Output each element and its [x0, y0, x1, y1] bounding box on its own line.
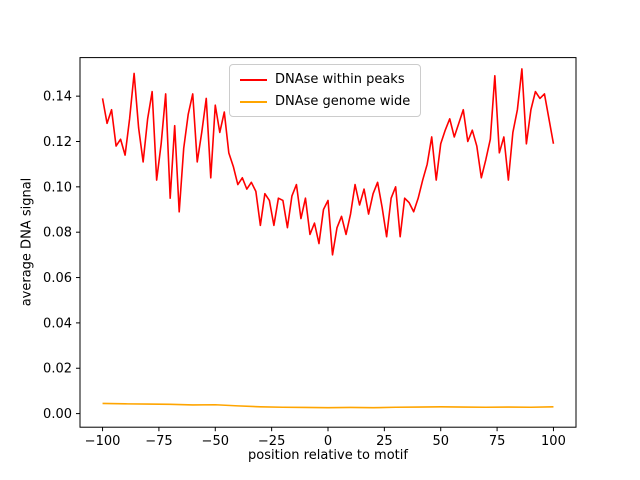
series-line-dnase-within-peaks: [101, 68, 555, 256]
x-axis-label: position relative to motif: [248, 448, 408, 463]
y-tick-label: 0.00: [43, 407, 72, 422]
y-axis-label: average DNA signal: [19, 177, 35, 307]
x-tick-label: −50: [202, 434, 229, 449]
y-tick-label: 0.10: [43, 180, 72, 195]
x-tick-label: 75: [489, 434, 506, 449]
y-tick-label: 0.02: [43, 362, 72, 377]
x-tick-label: −100: [85, 434, 121, 449]
axes-spines: [79, 57, 577, 428]
x-tick-label: 100: [541, 434, 566, 449]
legend-line-sample-orange: [240, 100, 267, 103]
legend-item: DNAse within peaks: [240, 72, 410, 87]
legend-label: DNAse within peaks: [275, 72, 405, 87]
legend: DNAse within peaks DNAse genome wide: [229, 64, 422, 117]
legend-label: DNAse genome wide: [275, 94, 411, 109]
y-tick-label: 0.04: [43, 316, 72, 331]
series-line-dnase-genome-wide: [102, 402, 554, 409]
x-tick-label: 0: [324, 434, 332, 449]
y-tick-label: 0.12: [43, 135, 72, 150]
legend-item: DNAse genome wide: [240, 94, 410, 109]
y-tick-label: 0.06: [43, 271, 72, 286]
y-tick-label: 0.08: [43, 226, 72, 241]
x-tick-label: 50: [432, 434, 449, 449]
y-tick-label: 0.14: [43, 90, 72, 105]
x-tick-label: 25: [376, 434, 393, 449]
legend-line-sample-red: [240, 78, 267, 81]
x-tick-label: −25: [258, 434, 285, 449]
x-tick-label: −75: [145, 434, 172, 449]
